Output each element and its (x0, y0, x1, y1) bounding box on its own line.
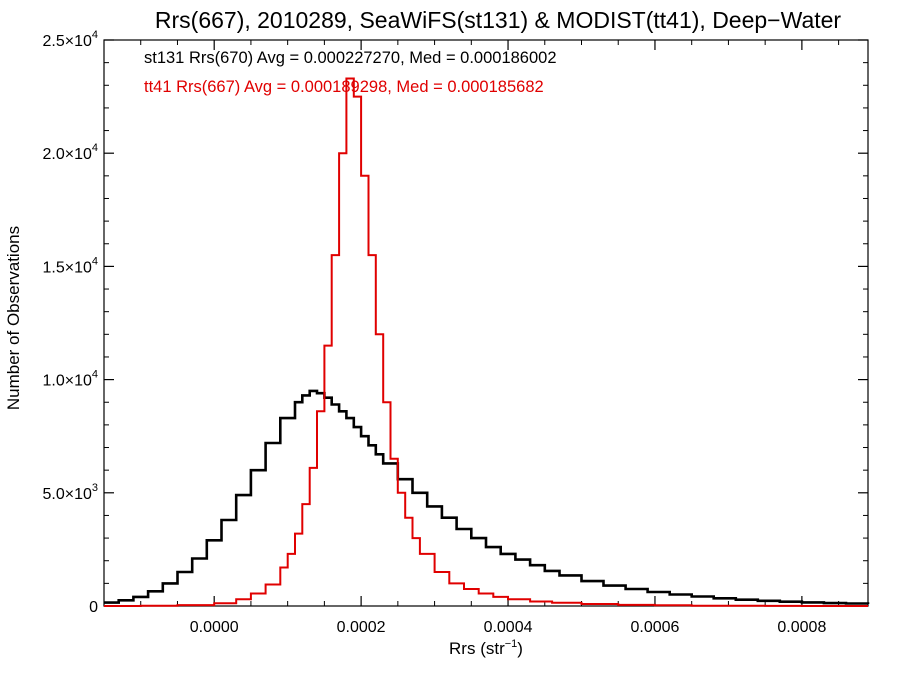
legend-entry-st131: st131 Rrs(670) Avg = 0.000227270, Med = … (144, 49, 557, 67)
y-axis: 0 5.0×103 1.0×104 1.5×104 2.0×104 2.5×104 (42, 29, 868, 616)
y-tick-label: 1.0×104 (42, 369, 98, 390)
x-axis-label: Rrs (str−1) (449, 638, 523, 658)
y-tick-label: 1.5×104 (42, 255, 98, 276)
y-tick-label: 5.0×103 (42, 482, 98, 503)
x-axis-label-close: ) (517, 639, 523, 658)
x-tick-label: 0.0004 (484, 619, 533, 636)
plot-area-border (103, 39, 869, 607)
x-axis-label-exponent: −1 (505, 638, 518, 650)
y-tick-label: 0 (89, 599, 98, 616)
y-axis-label: Number of Observations (4, 226, 23, 410)
series-layer (104, 77, 870, 607)
x-tick-label: 0.0002 (337, 619, 386, 636)
y-tick-label: 2.5×104 (42, 29, 98, 50)
chart-title: Rrs(667), 2010289, SeaWiFS(st131) & MODI… (155, 7, 842, 33)
series-st131-histogram (104, 389, 870, 605)
x-tick-label: 0.0000 (190, 619, 239, 636)
x-tick-label: 0.0008 (777, 619, 826, 636)
y-tick-label: 2.0×104 (42, 142, 98, 163)
x-tick-label: 0.0006 (630, 619, 679, 636)
x-axis-label-main: Rrs (str (449, 639, 505, 658)
legend-entry-tt41: tt41 Rrs(667) Avg = 0.000189298, Med = 0… (144, 78, 544, 96)
plot-frame (103, 39, 869, 607)
series-tt41-histogram (104, 77, 868, 607)
